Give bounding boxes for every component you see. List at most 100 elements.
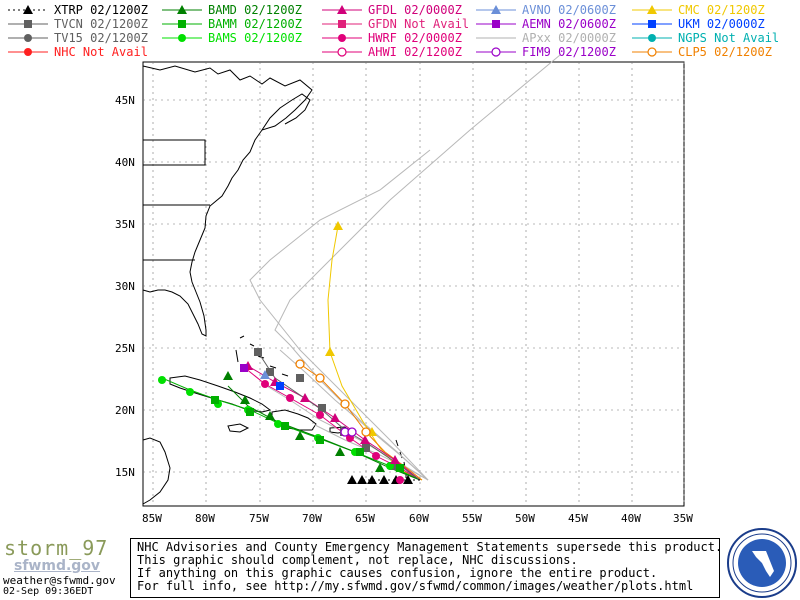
legend-label: CMC 02/1200Z	[678, 3, 765, 17]
track-point	[240, 395, 250, 404]
legend-label: UKM 02/0000Z	[678, 17, 765, 31]
track-point	[274, 420, 282, 428]
track-point	[295, 359, 305, 369]
track-point	[340, 399, 350, 409]
disclaimer-box: NHC Advisories and County Emergency Mana…	[130, 538, 723, 598]
track-point	[223, 371, 233, 380]
track-point	[375, 463, 385, 472]
legend-label: APxx 02/0000Z	[522, 31, 616, 45]
disclaimer-link[interactable]: For full info, see http://my.sfwmd.gov/s…	[137, 579, 694, 593]
track-point	[265, 411, 275, 420]
legend-marker-icon	[322, 5, 362, 14]
track-point	[240, 364, 248, 372]
track-point	[356, 448, 364, 456]
legend-label: AVNO 02/0600Z	[522, 3, 616, 17]
track-point	[261, 380, 269, 388]
track-point	[158, 376, 166, 384]
lat-label: 35N	[115, 218, 135, 231]
brand-site: sfwmd.gov	[14, 558, 101, 574]
track-point	[315, 373, 325, 383]
track-point	[316, 436, 324, 444]
lon-label: 60W	[409, 512, 429, 525]
legend-marker-icon	[632, 20, 672, 28]
lon-label: 70W	[302, 512, 322, 525]
legend-label: AEMN 02/0600Z	[522, 17, 616, 31]
footer: storm_97 sfwmd.gov weather@sfwmd.gov 02-…	[0, 530, 800, 600]
legend-marker-icon	[8, 34, 48, 42]
track-point	[281, 422, 289, 430]
legend-marker-icon	[632, 47, 672, 57]
legend-marker-icon	[8, 5, 48, 14]
track-point	[367, 475, 377, 484]
track-point	[254, 348, 262, 356]
legend-marker-icon	[476, 47, 516, 57]
track-point	[361, 427, 371, 437]
legend-label: AHWI 02/1200Z	[368, 45, 462, 59]
track-point	[296, 374, 304, 382]
grid-lines	[143, 62, 685, 506]
track-point	[316, 411, 324, 419]
disclaimer-line: NHC Advisories and County Emergency Mana…	[137, 540, 723, 554]
legend-label: XTRP 02/1200Z	[54, 3, 148, 17]
legend-marker-icon	[322, 47, 362, 57]
legend-label: FIM9 02/1200Z	[522, 45, 616, 59]
track-point	[347, 475, 357, 484]
track-point	[330, 413, 340, 422]
track-point	[286, 394, 294, 402]
lat-label: 15N	[115, 466, 135, 479]
lat-label: 45N	[115, 94, 135, 107]
legend-label: TVCN 02/1200Z	[54, 17, 148, 31]
legend-marker-icon	[162, 20, 202, 28]
legend-label: HWRF 02/0000Z	[368, 31, 462, 45]
legend-marker-icon	[8, 48, 48, 56]
legend-label: GFDL 02/0000Z	[368, 3, 462, 17]
lat-label: 25N	[115, 342, 135, 355]
track-point	[396, 476, 404, 484]
legend-label: NGPS Not Avail	[678, 31, 780, 45]
track-map: 45N 40N 35N 30N 25N 20N 15N 85W 80W 75W 70W 65W 60W 5…	[115, 54, 693, 525]
track-point	[360, 435, 370, 444]
legend-marker-icon	[322, 20, 362, 28]
track-point	[390, 455, 400, 464]
lon-label: 35W	[673, 512, 693, 525]
track-point	[357, 475, 367, 484]
legend-marker-icon	[476, 5, 516, 14]
disclaimer-line: This graphic should complement, not repl…	[137, 553, 578, 567]
lon-label: 80W	[195, 512, 215, 525]
lon-label: 50W	[515, 512, 535, 525]
model-legend: XTRP 02/1200Z TVCN 02/1200Z TV15 02/1200Z N…	[0, 0, 800, 60]
lat-label: 40N	[115, 156, 135, 169]
legend-marker-icon	[476, 37, 516, 39]
brand-logo: storm_97	[4, 536, 109, 560]
track-point	[246, 408, 254, 416]
track-point	[211, 396, 219, 404]
lat-label: 20N	[115, 404, 135, 417]
track-point	[379, 475, 389, 484]
legend-marker-icon	[8, 20, 48, 28]
legend-marker-icon	[162, 34, 202, 42]
track-point	[300, 393, 310, 402]
lon-label: 75W	[249, 512, 269, 525]
contact-email[interactable]: weather@sfwmd.gov	[3, 574, 116, 587]
legend-label: BAMS 02/1200Z	[208, 31, 302, 45]
track-point	[186, 388, 194, 396]
track-point	[325, 347, 335, 356]
track-point	[276, 382, 284, 390]
lon-label: 55W	[462, 512, 482, 525]
track-point	[295, 431, 305, 440]
track-point	[266, 368, 274, 376]
disclaimer-line: If anything on this graphic causes confu…	[137, 566, 658, 580]
legend-marker-icon	[162, 5, 202, 14]
legend-label: NHC Not Avail	[54, 45, 148, 59]
legend-marker-icon	[476, 20, 516, 28]
track-markers	[158, 221, 413, 484]
map-frame	[142, 61, 685, 507]
track-point	[362, 444, 370, 452]
timestamp: 02-Sep 09:36EDT	[3, 586, 94, 597]
legend-marker-icon	[322, 34, 362, 42]
track-point	[318, 404, 326, 412]
legend-label: TV15 02/1200Z	[54, 31, 148, 45]
legend-label: BAMD 02/1200Z	[208, 3, 302, 17]
lon-label: 40W	[621, 512, 641, 525]
legend-marker-icon	[632, 34, 672, 42]
